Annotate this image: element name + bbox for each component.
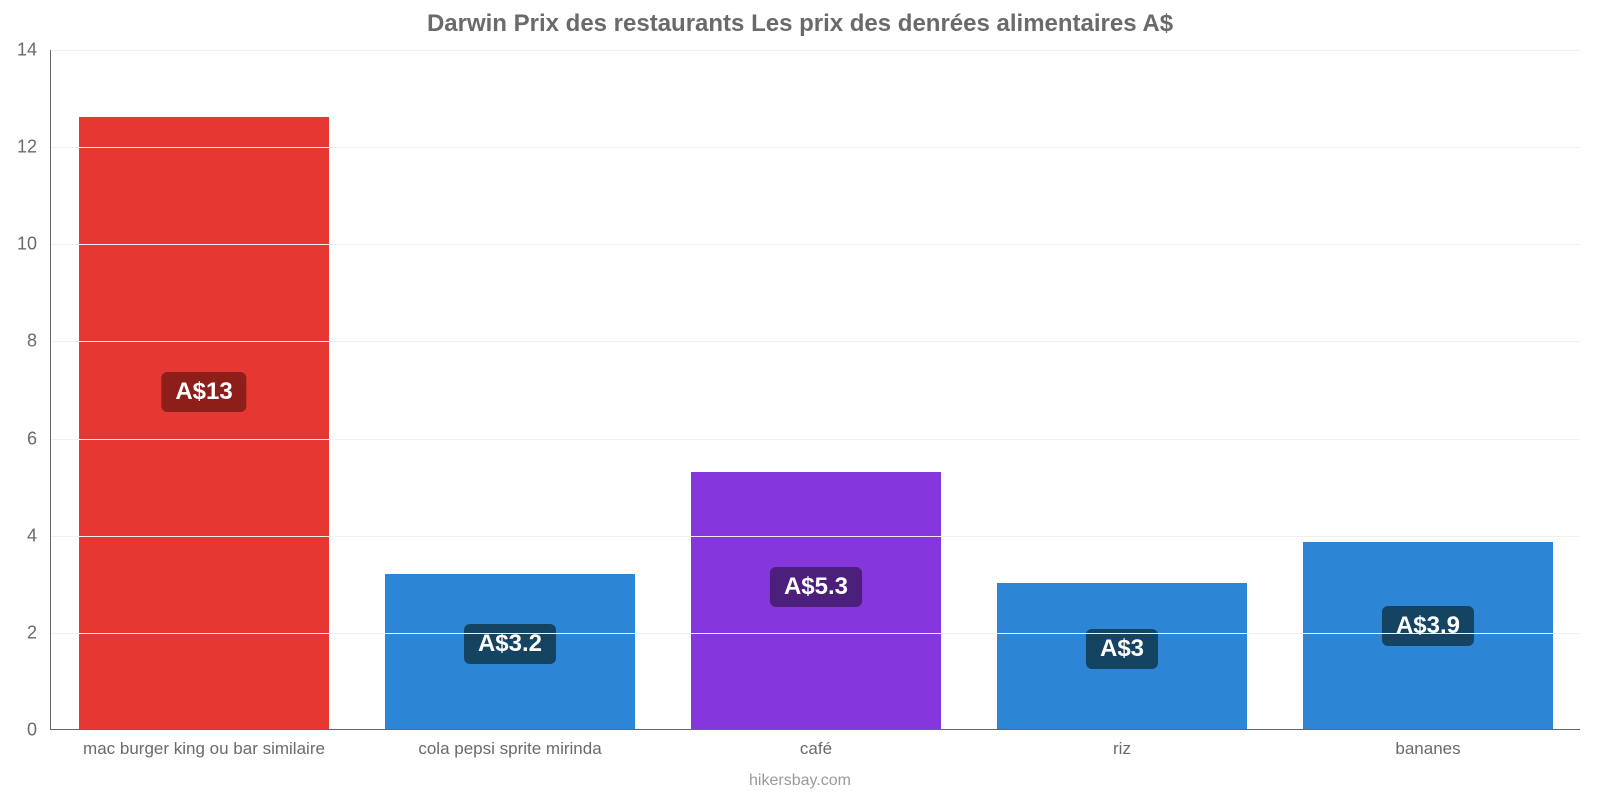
bar-value-label: A$13 <box>161 372 246 412</box>
gridline <box>51 147 1580 148</box>
x-tick-label: bananes <box>1395 729 1460 759</box>
bar: A$3.2 <box>385 574 634 729</box>
bar: A$3.9 <box>1303 542 1552 729</box>
x-tick-label: cola pepsi sprite mirinda <box>418 729 601 759</box>
bar: A$13 <box>79 117 328 729</box>
bar: A$3 <box>997 583 1246 729</box>
y-tick-label: 4 <box>27 525 51 546</box>
chart-title: Darwin Prix des restaurants Les prix des… <box>0 10 1600 38</box>
bar-slot: A$13 <box>51 50 357 729</box>
footer-credit: hikersbay.com <box>0 772 1600 790</box>
bar-slot: A$3.9 <box>1275 50 1581 729</box>
bars-layer: A$13 A$3.2 A$5.3 A$3 A$3.9 <box>51 50 1580 729</box>
bar: A$5.3 <box>691 472 940 729</box>
gridline <box>51 633 1580 634</box>
gridline <box>51 50 1580 51</box>
bar-slot: A$5.3 <box>663 50 969 729</box>
y-tick-label: 0 <box>27 720 51 741</box>
y-tick-label: 14 <box>17 40 51 61</box>
y-tick-label: 2 <box>27 622 51 643</box>
bar-value-label: A$3.2 <box>464 624 556 664</box>
bar-slot: A$3.2 <box>357 50 663 729</box>
gridline <box>51 244 1580 245</box>
gridline <box>51 536 1580 537</box>
x-tick-label: café <box>800 729 832 759</box>
y-tick-label: 8 <box>27 331 51 352</box>
bar-value-label: A$3 <box>1086 629 1158 669</box>
bar-slot: A$3 <box>969 50 1275 729</box>
x-tick-label: mac burger king ou bar similaire <box>83 729 325 759</box>
gridline <box>51 439 1580 440</box>
price-chart: Darwin Prix des restaurants Les prix des… <box>0 0 1600 800</box>
gridline <box>51 341 1580 342</box>
y-tick-label: 6 <box>27 428 51 449</box>
bar-value-label: A$3.9 <box>1382 606 1474 646</box>
plot-area: A$13A$3.2A$5.3A$3A$3.9 02468101214mac bu… <box>50 50 1580 730</box>
y-tick-label: 10 <box>17 234 51 255</box>
bar-value-label: A$5.3 <box>770 567 862 607</box>
x-tick-label: riz <box>1113 729 1131 759</box>
y-tick-label: 12 <box>17 137 51 158</box>
